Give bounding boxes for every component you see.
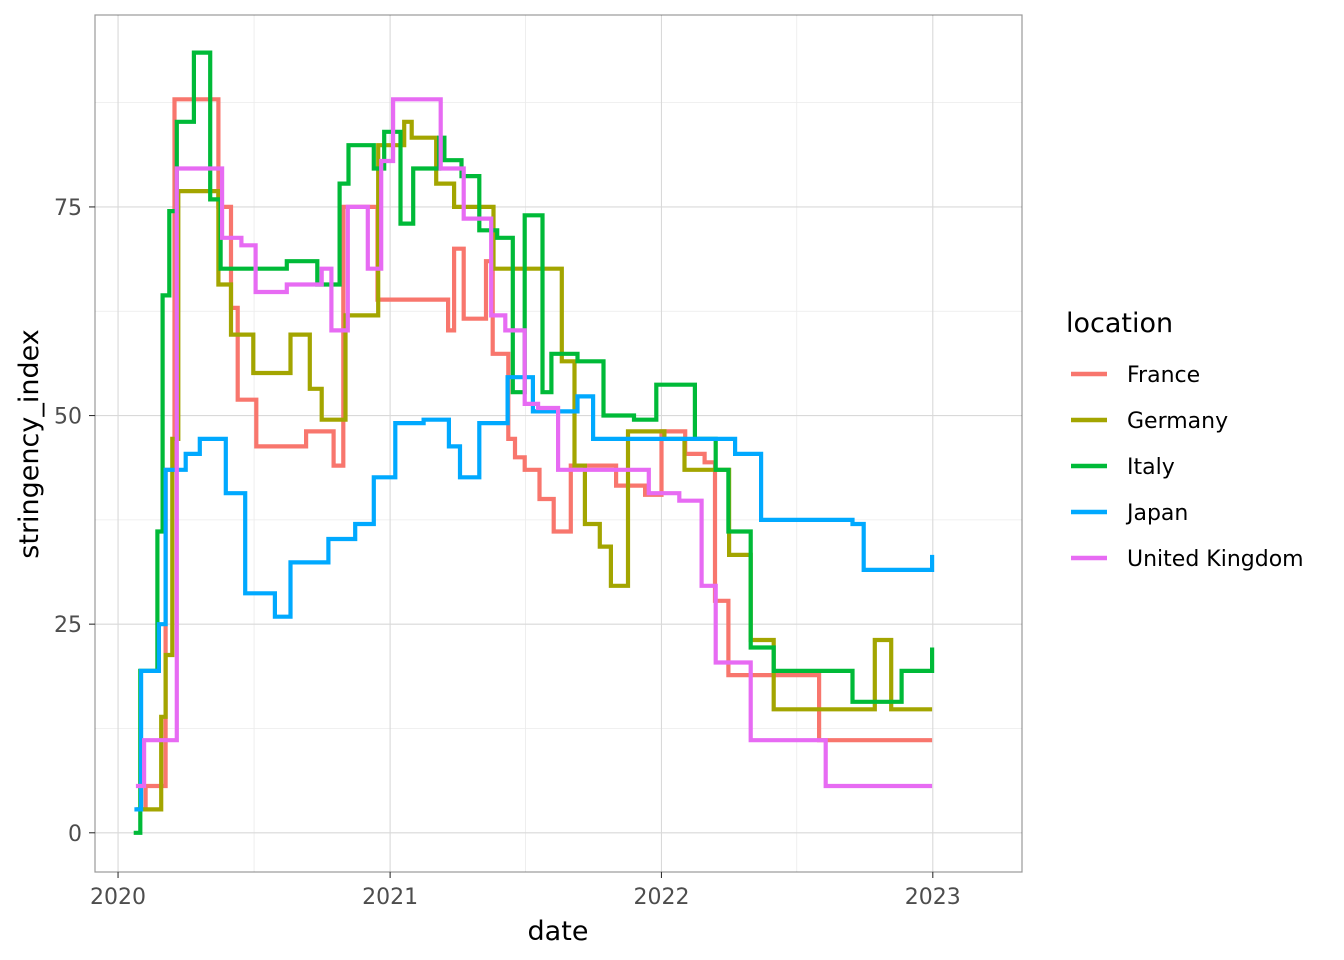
legend-items: France Germany Italy Japan United Kingdom — [1071, 363, 1304, 572]
y-tick-label: 0 — [68, 822, 82, 847]
axis-ticks: 2020 2021 2022 2023 0 25 50 75 — [54, 196, 961, 910]
legend: location France Germany Italy Japan United K… — [1066, 308, 1304, 572]
legend-label-japan: Japan — [1125, 501, 1188, 526]
legend-label-france: France — [1127, 363, 1200, 388]
y-tick-label: 25 — [54, 613, 82, 638]
legend-label-united-kingdom: United Kingdom — [1127, 547, 1304, 572]
y-axis-title: stringency_index — [14, 329, 45, 558]
legend-label-germany: Germany — [1127, 409, 1228, 434]
series-lines — [133, 50, 935, 835]
series-line-japan — [134, 375, 935, 812]
x-axis-title: date — [528, 916, 589, 947]
series-line-italy — [133, 50, 935, 835]
x-tick-label: 2021 — [362, 885, 418, 910]
y-tick-label: 50 — [54, 405, 82, 430]
plot-border — [94, 14, 1023, 873]
x-tick-label: 2022 — [633, 885, 689, 910]
legend-title: location — [1066, 308, 1173, 339]
legend-label-italy: Italy — [1127, 455, 1175, 480]
series-line-united-kingdom — [135, 97, 933, 789]
x-tick-label: 2023 — [905, 885, 961, 910]
x-tick-label: 2020 — [90, 885, 146, 910]
y-tick-label: 75 — [54, 196, 82, 221]
